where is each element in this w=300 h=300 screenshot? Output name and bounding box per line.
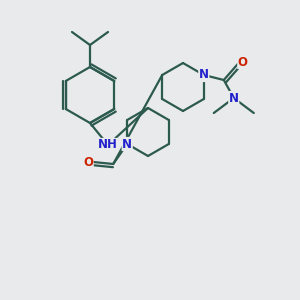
Text: O: O	[83, 155, 93, 169]
Text: N: N	[122, 137, 132, 151]
Text: NH: NH	[98, 139, 118, 152]
Text: N: N	[199, 68, 209, 82]
Text: O: O	[238, 56, 248, 68]
Text: N: N	[229, 92, 239, 104]
